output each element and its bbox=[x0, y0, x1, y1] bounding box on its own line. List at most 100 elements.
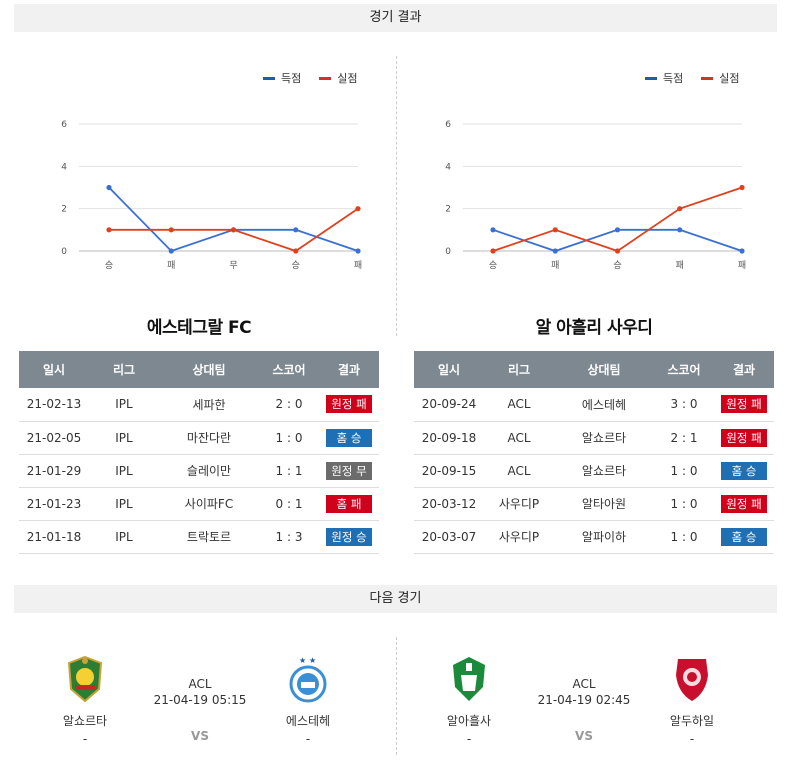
cell-opponent: 에스테헤 bbox=[554, 388, 654, 422]
away-team-extra: - bbox=[689, 732, 695, 746]
cell-league: IPL bbox=[89, 520, 159, 554]
col-score: 스코어 bbox=[654, 351, 714, 388]
chart-left-svg: 0 2 4 6 승 패 무 승 패 bbox=[61, 120, 362, 271]
cell-score: 3 : 0 bbox=[654, 388, 714, 422]
data-point bbox=[614, 227, 621, 233]
x-tick-label: 패 bbox=[551, 260, 559, 271]
away-team[interactable]: 알두하일 - bbox=[652, 655, 732, 746]
x-tick-label: 패 bbox=[676, 260, 684, 271]
y-tick-label: 0 bbox=[61, 247, 67, 257]
next-match-right: 알아흘사 - ACL 21-04-19 02:45 VS 알두하일 - bbox=[404, 645, 764, 755]
match-league: ACL bbox=[188, 677, 212, 691]
data-point bbox=[230, 227, 237, 233]
cell-league: 사우디P bbox=[484, 520, 554, 554]
col-score: 스코어 bbox=[259, 351, 319, 388]
home-team[interactable]: 알아흘사 - bbox=[429, 655, 509, 746]
result-badge: 원정 패 bbox=[326, 395, 372, 414]
data-point bbox=[677, 206, 683, 212]
cell-date: 21-02-05 bbox=[19, 421, 89, 455]
cell-date: 20-03-12 bbox=[414, 487, 484, 521]
cell-score: 2 : 0 bbox=[259, 388, 319, 422]
home-team-name: 알쇼르타 bbox=[62, 714, 108, 728]
cell-result: 홈 승 bbox=[714, 520, 774, 554]
table-row: 21-01-18 IPL 트락토르 1 : 3 원정 승 bbox=[19, 520, 379, 554]
cell-opponent: 사이파FC bbox=[159, 487, 259, 521]
result-badge: 원정 승 bbox=[326, 527, 372, 546]
cell-date: 21-02-13 bbox=[19, 388, 89, 422]
away-team-name: 에스테헤 bbox=[285, 714, 331, 728]
data-point bbox=[106, 184, 112, 191]
data-point bbox=[739, 184, 745, 191]
cell-opponent: 트락토르 bbox=[159, 520, 259, 554]
y-tick-label: 4 bbox=[445, 162, 451, 172]
legend-scored: 득점 bbox=[645, 70, 683, 86]
data-point bbox=[106, 227, 112, 233]
data-point bbox=[168, 248, 174, 254]
series-line bbox=[492, 228, 743, 252]
y-tick-label: 6 bbox=[445, 120, 451, 130]
data-point bbox=[490, 227, 496, 233]
y-tick-label: 0 bbox=[445, 247, 451, 257]
col-league: 리그 bbox=[89, 351, 159, 388]
result-badge: 원정 무 bbox=[326, 461, 372, 480]
section-divider bbox=[396, 637, 397, 755]
x-tick-label: 패 bbox=[738, 260, 746, 271]
x-tick-label: 승 bbox=[489, 260, 497, 271]
chart-legend: 득점 실점 bbox=[263, 70, 358, 86]
home-team[interactable]: 알쇼르타 - bbox=[45, 655, 125, 746]
col-opponent: 상대팀 bbox=[159, 351, 259, 388]
cell-league: 사우디P bbox=[484, 487, 554, 521]
cell-score: 1 : 0 bbox=[654, 487, 714, 521]
vs-label: VS bbox=[191, 729, 209, 743]
results-table-right: 일시 리그 상대팀 스코어 결과 20-09-24 ACL 에스테헤 3 : 0 원정 … bbox=[414, 351, 774, 554]
data-point bbox=[355, 248, 361, 254]
cell-score: 2 : 1 bbox=[654, 421, 714, 455]
next-match-section-header: 다음 경기 bbox=[14, 585, 777, 613]
legend-scored-label: 득점 bbox=[663, 72, 684, 85]
x-tick-label: 패 bbox=[354, 260, 362, 271]
data-point bbox=[614, 248, 621, 254]
result-badge: 홈 승 bbox=[721, 461, 767, 480]
legend-swatch-conceded bbox=[701, 76, 714, 80]
table-row: 21-02-05 IPL 마잔다란 1 : 0 홈 승 bbox=[19, 421, 379, 455]
away-team[interactable]: ★ ★ 에스테헤 - bbox=[268, 655, 348, 746]
cell-result: 홈 패 bbox=[319, 487, 379, 521]
chart-legend: 득점 실점 bbox=[645, 70, 740, 86]
col-opponent: 상대팀 bbox=[554, 351, 654, 388]
match-time: 21-04-19 05:15 bbox=[153, 693, 247, 707]
data-point bbox=[677, 227, 683, 233]
table-header-row: 일시 리그 상대팀 스코어 결과 bbox=[19, 351, 379, 388]
chart-right-svg: 0 2 4 6 승 패 승 패 패 bbox=[445, 120, 746, 271]
cell-opponent: 알타아원 bbox=[554, 487, 654, 521]
data-point bbox=[355, 206, 361, 212]
cell-date: 21-01-23 bbox=[19, 487, 89, 521]
cell-result: 홈 승 bbox=[319, 421, 379, 455]
cell-date: 21-01-29 bbox=[19, 454, 89, 488]
y-tick-label: 2 bbox=[445, 205, 451, 215]
vs-label: VS bbox=[575, 729, 593, 743]
legend-conceded: 실점 bbox=[701, 70, 740, 86]
cell-result: 홈 승 bbox=[714, 454, 774, 488]
cell-league: IPL bbox=[89, 454, 159, 488]
result-badge: 원정 패 bbox=[721, 395, 767, 414]
cell-opponent: 알쇼르타 bbox=[554, 421, 654, 455]
cell-opponent: 슬레이만 bbox=[159, 454, 259, 488]
next-match-left: 알쇼르타 - ACL 21-04-19 05:15 VS ★ ★ 에스테헤 - bbox=[20, 645, 380, 755]
match-time: 21-04-19 02:45 bbox=[537, 693, 631, 707]
cell-date: 21-01-18 bbox=[19, 520, 89, 554]
chart-right: 득점 실점 0 2 4 6 승 패 승 패 패 bbox=[404, 56, 764, 276]
data-point bbox=[490, 248, 496, 254]
x-tick-label: 패 bbox=[167, 260, 175, 271]
match-info: ACL 21-04-19 02:45 VS bbox=[524, 677, 644, 743]
table-row: 20-03-12 사우디P 알타아원 1 : 0 원정 패 bbox=[414, 487, 774, 521]
cell-league: ACL bbox=[484, 388, 554, 422]
table-row: 21-02-13 IPL 세파한 2 : 0 원정 패 bbox=[19, 388, 379, 422]
match-league: ACL bbox=[572, 677, 596, 691]
data-point bbox=[168, 227, 174, 233]
svg-text:★: ★ bbox=[309, 656, 316, 665]
legend-conceded-label: 실점 bbox=[719, 72, 740, 85]
cell-date: 20-09-18 bbox=[414, 421, 484, 455]
cell-opponent: 알파이하 bbox=[554, 520, 654, 554]
home-team-extra: - bbox=[82, 732, 88, 746]
result-badge: 홈 승 bbox=[721, 527, 767, 546]
